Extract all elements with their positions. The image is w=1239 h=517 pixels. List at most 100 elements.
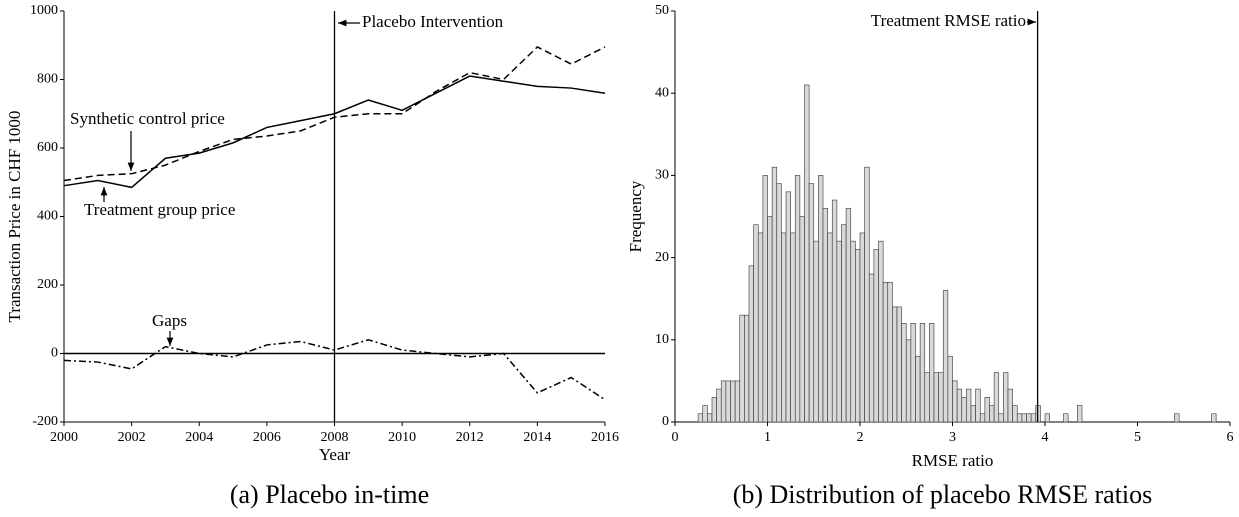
annotation: Treatment RMSE ratio xyxy=(871,11,1026,30)
histogram-bar xyxy=(1211,413,1217,423)
y-tick-label: 30 xyxy=(655,168,669,183)
x-tick-label: 2014 xyxy=(523,430,551,445)
histogram-bar xyxy=(822,207,828,423)
histogram-bar xyxy=(1016,413,1023,423)
x-tick-label: 4 xyxy=(1042,430,1049,445)
histogram-bar xyxy=(762,175,768,423)
histogram-bar xyxy=(790,232,796,423)
y-tick-label: 50 xyxy=(655,3,669,18)
histogram-bar xyxy=(744,314,750,423)
histogram-bar xyxy=(868,273,875,423)
x-tick-label: 1 xyxy=(764,430,771,445)
histogram-bar xyxy=(859,232,865,423)
caption: (a) Placebo in-time xyxy=(230,480,429,509)
histogram-bar xyxy=(966,388,972,423)
x-axis-label: RMSE ratio xyxy=(912,451,994,470)
histogram-bar xyxy=(1007,388,1013,423)
histogram-bar xyxy=(720,380,727,423)
histogram-bar xyxy=(1174,413,1180,423)
histogram-bar xyxy=(1021,413,1027,423)
annotation: Synthetic control price xyxy=(70,109,225,128)
histogram-bar xyxy=(975,388,981,423)
histogram-bar xyxy=(734,380,741,423)
histogram-bar xyxy=(799,216,805,423)
x-tick-label: 5 xyxy=(1134,430,1141,445)
y-tick-label: 200 xyxy=(37,277,58,292)
histogram-bar xyxy=(1077,405,1083,423)
y-tick-label: 0 xyxy=(662,414,669,429)
histogram-bar xyxy=(919,323,926,423)
histogram-bar xyxy=(827,232,833,423)
histogram-bar xyxy=(1063,413,1069,423)
x-axis-label: Year xyxy=(319,445,351,464)
annotation: Gaps xyxy=(152,311,187,330)
histogram-bar xyxy=(831,199,838,423)
histogram-bar xyxy=(873,249,879,423)
histogram-bar xyxy=(892,306,898,423)
histogram-bar xyxy=(818,175,824,423)
histogram-bar xyxy=(956,388,963,423)
y-tick-label: 800 xyxy=(37,72,58,87)
histogram-bar xyxy=(725,380,731,423)
histogram-bar xyxy=(1012,405,1018,423)
histogram-bar xyxy=(896,306,902,423)
histogram-bar xyxy=(707,413,713,423)
y-tick-label: -200 xyxy=(32,414,58,429)
x-tick-label: 2006 xyxy=(253,430,281,445)
histogram-bar xyxy=(938,372,944,423)
histogram-bar xyxy=(836,240,842,423)
histogram-bar xyxy=(771,166,778,423)
y-tick-label: 20 xyxy=(655,250,669,265)
histogram-bar xyxy=(767,216,773,423)
x-tick-label: 2 xyxy=(857,430,864,445)
histogram-bar xyxy=(947,355,953,423)
histogram-bar xyxy=(993,372,1000,423)
annotation: Placebo Intervention xyxy=(362,12,504,31)
histogram-bar xyxy=(781,232,787,423)
y-tick-label: 600 xyxy=(37,140,58,155)
histogram-bar xyxy=(864,166,870,423)
histogram-bar xyxy=(901,323,907,423)
histogram-bar xyxy=(887,281,893,423)
histogram-bar xyxy=(961,397,967,423)
histogram-bar xyxy=(697,413,704,423)
histogram-bar xyxy=(878,240,884,423)
histogram-bar xyxy=(905,339,912,423)
y-tick-label: 40 xyxy=(655,85,669,100)
y-tick-label: 1000 xyxy=(30,3,58,18)
histogram-bar xyxy=(984,397,990,423)
y-tick-label: 400 xyxy=(37,209,58,224)
histogram-bar xyxy=(882,281,889,423)
histogram-bar xyxy=(1044,413,1050,423)
histogram-bar xyxy=(1026,413,1032,423)
x-tick-label: 2010 xyxy=(388,430,416,445)
x-tick-label: 2016 xyxy=(591,430,619,445)
histogram-bar xyxy=(804,84,810,423)
y-tick-label: 10 xyxy=(655,332,669,347)
histogram-bar xyxy=(711,397,717,423)
histogram-bar xyxy=(910,323,916,423)
histogram-bar xyxy=(998,413,1004,423)
histogram-bar xyxy=(1003,372,1009,423)
y-axis-label: Transaction Price in CHF 1000 xyxy=(5,111,24,323)
histogram-bar xyxy=(739,314,745,423)
histogram-bar xyxy=(855,249,861,423)
annotation: Treatment group price xyxy=(84,200,235,219)
y-tick-label: 0 xyxy=(51,346,58,361)
series-line xyxy=(63,339,606,401)
histogram-bar xyxy=(702,405,708,423)
histogram-bar xyxy=(730,380,736,423)
histogram-bar xyxy=(970,405,976,423)
histogram-bar xyxy=(989,405,995,423)
x-tick-label: 6 xyxy=(1227,430,1234,445)
histogram-bar xyxy=(753,224,759,423)
histogram-bar xyxy=(1030,413,1037,423)
histogram-bar xyxy=(915,355,921,423)
x-tick-label: 3 xyxy=(949,430,956,445)
histogram-bar xyxy=(808,183,815,423)
x-tick-label: 2002 xyxy=(118,430,146,445)
histogram-bar xyxy=(850,240,856,423)
histogram-bar xyxy=(785,191,791,423)
x-tick-label: 2008 xyxy=(321,430,349,445)
